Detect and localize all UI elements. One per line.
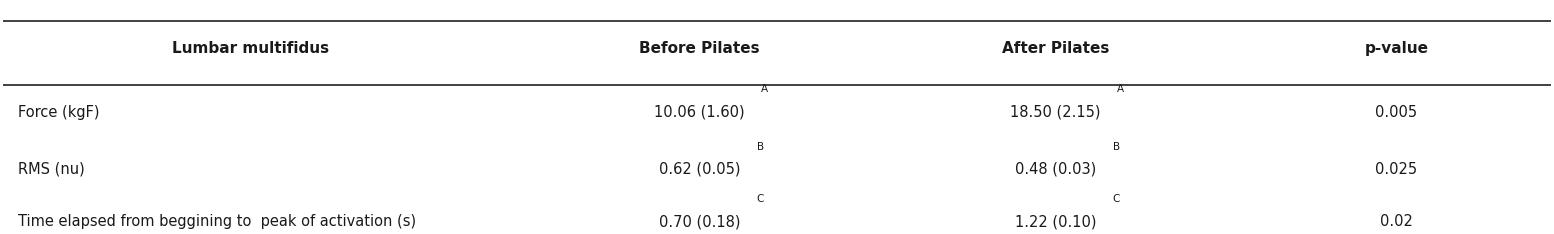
Text: Lumbar multifidus: Lumbar multifidus (172, 41, 329, 56)
Text: After Pilates: After Pilates (1002, 41, 1110, 56)
Text: RMS (nu): RMS (nu) (19, 162, 85, 177)
Text: 0.02: 0.02 (1380, 214, 1413, 229)
Text: B: B (1113, 142, 1120, 151)
Text: 0.62 (0.05): 0.62 (0.05) (659, 162, 740, 177)
Text: C: C (1113, 194, 1120, 204)
Text: 0.48 (0.03): 0.48 (0.03) (1015, 162, 1096, 177)
Text: 0.005: 0.005 (1375, 105, 1417, 120)
Text: 0.025: 0.025 (1375, 162, 1417, 177)
Text: A: A (1117, 84, 1125, 95)
Text: 1.22 (0.10): 1.22 (0.10) (1015, 214, 1097, 229)
Text: 0.70 (0.18): 0.70 (0.18) (659, 214, 740, 229)
Text: A: A (761, 84, 768, 95)
Text: p-value: p-value (1364, 41, 1428, 56)
Text: Time elapsed from beggining to  peak of activation (s): Time elapsed from beggining to peak of a… (19, 214, 416, 229)
Text: C: C (757, 194, 765, 204)
Text: 18.50 (2.15): 18.50 (2.15) (1010, 105, 1100, 120)
Text: B: B (757, 142, 765, 151)
Text: Force (kgF): Force (kgF) (19, 105, 99, 120)
Text: Before Pilates: Before Pilates (639, 41, 760, 56)
Text: 10.06 (1.60): 10.06 (1.60) (654, 105, 744, 120)
